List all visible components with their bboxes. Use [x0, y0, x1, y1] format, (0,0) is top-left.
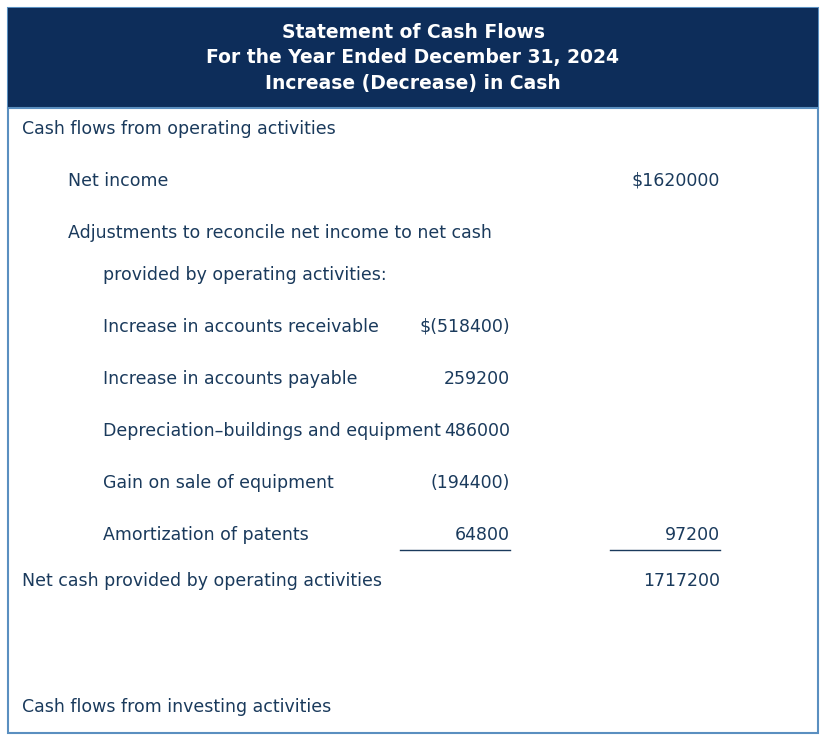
Text: $1620000: $1620000 [632, 172, 720, 190]
Text: provided by operating activities:: provided by operating activities: [103, 266, 387, 284]
Text: Increase in accounts receivable: Increase in accounts receivable [103, 318, 379, 336]
Text: Gain on sale of equipment: Gain on sale of equipment [103, 474, 334, 492]
Text: Adjustments to reconcile net income to net cash: Adjustments to reconcile net income to n… [68, 224, 491, 242]
Text: $(518400): $(518400) [420, 318, 510, 336]
Text: 1717200: 1717200 [643, 572, 720, 590]
Text: Cash flows from investing activities: Cash flows from investing activities [22, 698, 331, 716]
Text: For the Year Ended December 31, 2024: For the Year Ended December 31, 2024 [206, 48, 620, 67]
Text: 64800: 64800 [455, 526, 510, 544]
Text: Statement of Cash Flows: Statement of Cash Flows [282, 22, 544, 41]
Text: Amortization of patents: Amortization of patents [103, 526, 309, 544]
Text: Net income: Net income [68, 172, 169, 190]
Text: 486000: 486000 [444, 422, 510, 440]
Text: Depreciation–buildings and equipment: Depreciation–buildings and equipment [103, 422, 441, 440]
Text: 259200: 259200 [444, 370, 510, 388]
Bar [8, 8, 818, 108]
Text: 97200: 97200 [665, 526, 720, 544]
Text: Cash flows from operating activities: Cash flows from operating activities [22, 120, 335, 138]
Text: Net cash provided by operating activities: Net cash provided by operating activitie… [22, 572, 382, 590]
Text: (194400): (194400) [430, 474, 510, 492]
Text: Increase in accounts payable: Increase in accounts payable [103, 370, 358, 388]
Text: Increase (Decrease) in Cash: Increase (Decrease) in Cash [265, 75, 561, 93]
